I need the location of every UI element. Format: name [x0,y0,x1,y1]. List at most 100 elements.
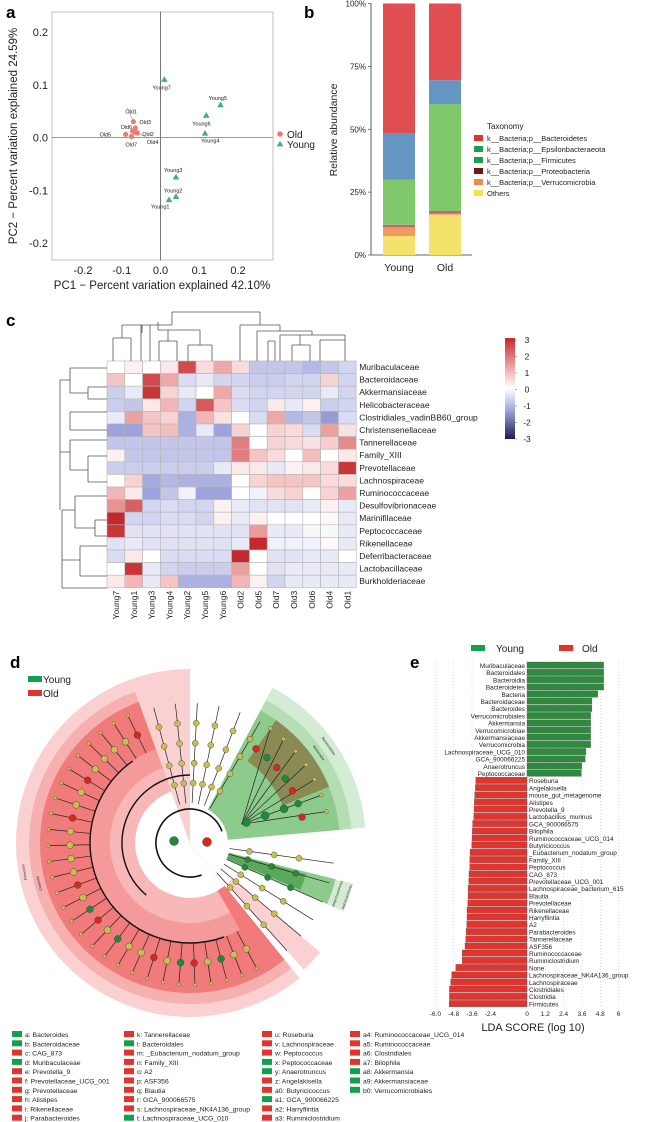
legend-label: k__Bacteria;p__Epsilonbacteraeota [487,145,606,154]
lda-bar [448,1000,528,1007]
heatmap-cell [124,511,143,526]
legend-swatch [474,157,483,163]
heatmap-cell [249,499,268,513]
cladogram-leaf [281,736,286,742]
cladogram-leaf [293,749,298,754]
bar-segment [429,3,461,81]
bar-segment [383,3,415,134]
heatmap-cell [284,474,304,488]
scale-tick-label: -3 [523,434,531,444]
cladogram-node [176,959,185,967]
cladogram-leaf [69,919,74,924]
heatmap-cell [302,474,321,488]
lda-bar [526,669,604,676]
key-swatch [262,1068,272,1075]
heatmap-cell [160,474,179,488]
key-label: u: Roseburia [275,1032,314,1039]
lda-bar [449,993,528,1000]
cladogram-leaf [59,781,64,785]
point-label: Young7 [152,85,170,91]
heatmap-cell [142,486,161,500]
scale-tick-label: 3 [525,335,530,345]
cladogram-node [178,760,185,767]
row-label: Burkholderiaceae [359,576,425,586]
row-label: Clostridiales_vadinBB60_group [359,412,478,422]
cladogram-node [232,878,240,885]
lda-bar-label: Lachnospiraceae_NK4A136_group [529,973,629,980]
x-tick-label: -3.6 [466,1011,478,1018]
bar-segment [429,80,461,105]
bar-segment [383,227,415,237]
heatmap-cell [177,448,197,463]
key-swatch [262,1077,272,1084]
cladogram-leaf [46,843,50,848]
cladogram-leaf [76,753,81,758]
heatmap-cell [231,373,250,387]
data-point-old [123,131,129,137]
key-label: g: Prevotellaceae [25,1088,78,1095]
heatmap-cell [302,373,321,387]
heatmap-cell [284,436,304,450]
key-label: h: Alistipes [25,1097,58,1104]
heatmap-cell [338,474,357,488]
heatmap-cell [177,360,197,374]
heatmap-cell [124,373,143,387]
key-label: o: A2 [137,1069,153,1076]
lda-bar-label: Bacteroidetes [486,685,525,692]
cladogram-node [180,780,187,787]
heatmap-cell [142,398,161,412]
cladogram-node [294,800,302,808]
cladogram-node [236,753,244,760]
heatmap-cell [284,448,304,463]
heatmap-cell [160,549,179,563]
cladogram-leaf [193,982,197,987]
cladogram-node [243,902,251,910]
lda-bar-label: Akkermansia [488,721,525,728]
lda-bar-label: Harryflintia [529,915,560,922]
heatmap-cell [213,385,232,400]
heatmap-cell [124,537,143,551]
key-swatch [124,1049,134,1056]
heatmap-cell [266,436,286,450]
cladogram-node [67,855,75,863]
lda-bar [469,863,528,871]
heatmap-cell [177,436,197,450]
cladogram-node [137,949,145,957]
cladogram-node [155,723,163,731]
cladogram-node [273,763,281,772]
heatmap-cell [249,411,268,425]
cladogram-node [251,894,259,901]
heatmap-cell [284,499,304,513]
key-swatch [262,1105,272,1112]
lda-bar [466,906,528,914]
heatmap-cell [320,461,339,475]
heatmap-cell [320,398,339,412]
heatmap-cell [124,562,143,576]
heatmap-cell [338,385,357,400]
cladogram-leaf [125,713,130,718]
heatmap-cell [142,411,161,425]
heatmap-cell [177,549,197,563]
cladogram-node [211,722,219,729]
lda-bar-label: Butyricicoccus [529,843,570,850]
heatmap-cell [213,511,232,526]
y-axis-title: PC2 − Percent variation explained 24.59% [8,28,20,244]
heatmap-cell [106,398,126,412]
heatmap-cell [106,524,126,538]
lda-bar-label: Bacteroidales [486,670,525,677]
lda-bar-label: Muribaculaceae [480,663,526,670]
key-label: a2: Harryflintia [275,1106,319,1113]
cladogram-node [281,775,289,783]
legend-label: k__Bacteria;p__Firmicutes [487,156,576,165]
cladogram-leaf [160,980,165,985]
key-label: r: GCA_900066575 [137,1097,196,1104]
key-label: a5: Ruminococcaceae [363,1041,430,1048]
legend-label: k__Bacteria;p__Verrucomicrobia [487,178,596,187]
heatmap-cell [231,486,250,500]
heatmap-cell [249,524,268,538]
lda-bar-label: Peptococcus [529,865,566,872]
row-label: Rikenellaceae [359,538,413,548]
row-label: Tannerellaceae [359,438,417,448]
heatmap-cell [266,511,286,526]
heatmap-cell [302,461,321,475]
